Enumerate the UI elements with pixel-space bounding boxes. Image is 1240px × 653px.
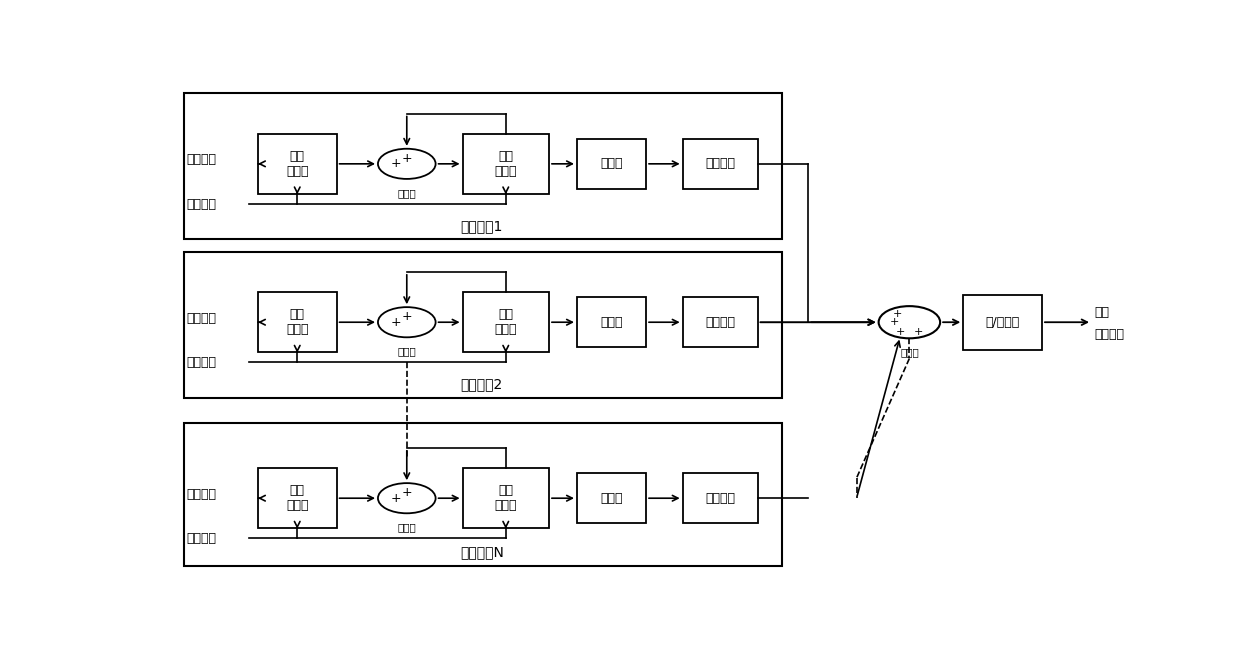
Text: 频率输入: 频率输入 [187,153,217,167]
Text: 加法器: 加法器 [397,346,417,357]
Text: 系统时钟: 系统时钟 [187,356,217,369]
Text: 加法器: 加法器 [397,188,417,198]
Bar [463,134,549,194]
Bar [963,295,1042,350]
Text: +: + [402,151,412,165]
Bar [184,93,781,239]
Text: 频率输入: 频率输入 [187,488,217,501]
Bar [682,138,758,189]
Bar [577,138,646,189]
Text: +: + [402,486,412,499]
Bar [577,473,646,523]
Text: +: + [914,327,924,337]
Text: 相位
控制器: 相位 控制器 [495,150,517,178]
Text: 加法器: 加法器 [900,347,919,357]
Bar [463,292,549,353]
Bar [184,252,781,398]
Text: 系统时钟: 系统时钟 [187,532,217,545]
Circle shape [378,149,435,179]
Text: 相位
控制器: 相位 控制器 [495,485,517,512]
Circle shape [378,307,435,338]
Bar [258,468,336,528]
Text: +: + [889,317,899,327]
Text: 系统时钟: 系统时钟 [187,198,217,210]
Text: 激励信号N: 激励信号N [460,545,503,560]
Text: 激励信号2: 激励信号2 [460,377,503,391]
Text: +: + [391,315,401,328]
Text: +: + [895,327,905,337]
Text: +: + [402,310,412,323]
Bar [577,297,646,347]
Text: 激励信号1: 激励信号1 [460,219,503,232]
Text: 正弦表: 正弦表 [600,315,622,328]
Text: 激励信号: 激励信号 [1095,328,1125,342]
Text: +: + [391,157,401,170]
Text: 多音: 多音 [1095,306,1110,319]
Circle shape [879,306,940,338]
Text: 正弦表: 正弦表 [600,492,622,505]
Text: 正弦表: 正弦表 [600,157,622,170]
Bar [258,292,336,353]
Bar [184,422,781,566]
Text: 相位
控制器: 相位 控制器 [495,308,517,336]
Bar [682,473,758,523]
Bar [463,468,549,528]
Text: 数/模转换: 数/模转换 [986,315,1019,328]
Text: +: + [391,492,401,505]
Text: 频率
控制器: 频率 控制器 [286,485,309,512]
Text: 信号存储: 信号存储 [706,315,735,328]
Text: 频率
控制器: 频率 控制器 [286,150,309,178]
Bar [258,134,336,194]
Text: 信号存储: 信号存储 [706,157,735,170]
Circle shape [378,483,435,513]
Text: 频率输入: 频率输入 [187,311,217,325]
Text: +: + [893,309,901,319]
Text: 频率
控制器: 频率 控制器 [286,308,309,336]
Text: 加法器: 加法器 [397,522,417,532]
Bar [682,297,758,347]
Text: 信号存储: 信号存储 [706,492,735,505]
